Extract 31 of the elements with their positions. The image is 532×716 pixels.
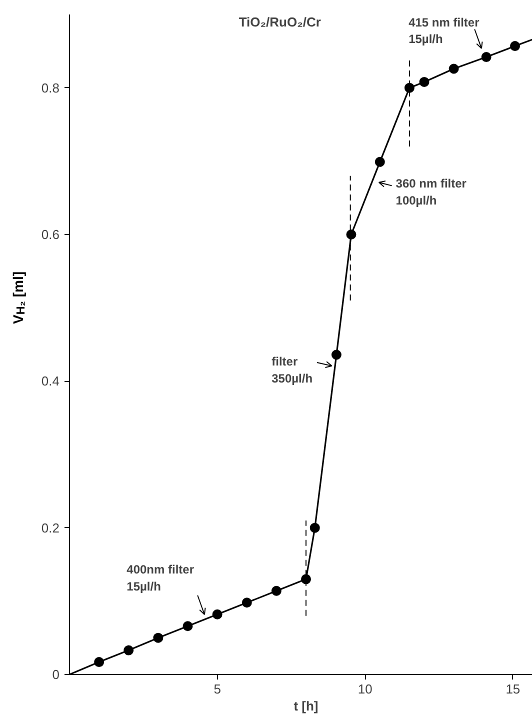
y-tick-label: 0.2 [41, 520, 60, 536]
point [419, 76, 430, 87]
point [310, 522, 320, 533]
y-tick-label: 0.6 [41, 227, 60, 242]
point [271, 586, 282, 596]
point [94, 657, 104, 668]
point [124, 645, 134, 656]
annotation: 400nm filter 15µl/h [126, 562, 194, 594]
point [346, 230, 356, 240]
annotation: 360 nm filter 100µl/h [396, 176, 467, 208]
y-tick-label: 0.4 [41, 374, 60, 389]
point [153, 632, 164, 643]
point [212, 609, 222, 620]
point [242, 598, 252, 608]
point [448, 64, 459, 74]
chart-title: TiO₂/RuO₂/Cr [238, 14, 321, 30]
point [481, 52, 492, 62]
annotation: filter 350µl/h [272, 354, 313, 386]
point [404, 82, 414, 93]
y-tick-label: 0.8 [41, 80, 60, 96]
point [331, 350, 342, 360]
x-axis-title: t [h] [294, 698, 318, 714]
point [182, 621, 193, 632]
point [301, 574, 311, 584]
x-tick-label: 15 [506, 682, 520, 696]
annotation: 415 nm filter 15µl/h [408, 15, 480, 46]
x-tick-label: 10 [358, 682, 372, 696]
y-tick-label: 0 [52, 667, 60, 682]
point [510, 41, 520, 52]
x-tick-label: 5 [214, 682, 221, 696]
point [374, 156, 385, 167]
